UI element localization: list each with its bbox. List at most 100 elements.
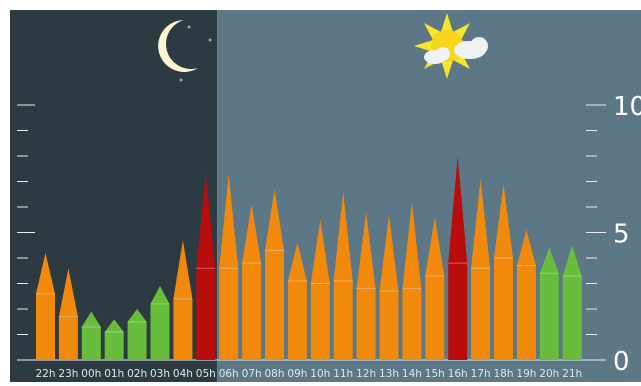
- bar-20h: [539, 247, 559, 360]
- bar-peak: [196, 173, 216, 269]
- bar-body: [310, 283, 330, 360]
- bar-04h: [173, 240, 193, 360]
- hour-label: 04h: [173, 368, 193, 380]
- hour-label: 06h: [219, 368, 239, 380]
- bar-14h: [402, 201, 422, 360]
- bar-12h: [356, 212, 376, 360]
- bar-13h: [379, 214, 399, 360]
- bar-body: [287, 280, 307, 360]
- bar-peak: [81, 311, 101, 327]
- hour-label: 09h: [287, 368, 307, 380]
- hour-label: 12h: [356, 368, 376, 380]
- bar-11h: [333, 191, 353, 360]
- bar-08h: [265, 189, 284, 360]
- hour-label: 19h: [516, 368, 536, 380]
- hour-labels: 22h 23h 00h 01h 02h 03h 04h 05h 06h 07h 08h 09h 10h 1…: [35, 368, 582, 380]
- bar-body: [425, 275, 445, 360]
- bar-15h: [425, 217, 445, 360]
- bar-02h: [127, 309, 147, 360]
- bar-21h: [562, 245, 582, 360]
- bar-body: [81, 326, 101, 360]
- bar-body: [58, 316, 78, 360]
- bar-body: [219, 268, 239, 360]
- bar-peak: [310, 219, 330, 284]
- bar-body: [516, 265, 536, 360]
- bar-peak: [494, 184, 513, 258]
- bar-body: [562, 275, 582, 360]
- bar-peak: [173, 240, 193, 299]
- bar-10h: [310, 219, 330, 360]
- bar-23h: [58, 268, 78, 360]
- hour-label: 20h: [539, 368, 559, 380]
- hour-label: 14h: [402, 368, 422, 380]
- bar-peak: [356, 212, 376, 289]
- bar-body: [196, 268, 216, 360]
- hour-label: 23h: [58, 368, 78, 380]
- bar-09h: [287, 242, 307, 360]
- bar-07h: [242, 204, 262, 360]
- hour-label: 10h: [310, 368, 330, 380]
- bar-peak: [539, 247, 559, 274]
- y-tick-label: 0: [613, 347, 630, 377]
- bar-peak: [402, 201, 422, 289]
- bar-peak: [104, 319, 124, 332]
- bar-peak: [127, 309, 147, 322]
- hour-label: 17h: [471, 368, 491, 380]
- right-tick-axis: 0 5 10: [586, 92, 641, 377]
- bar-body: [173, 298, 193, 360]
- hour-label: 15h: [425, 368, 445, 380]
- bar-peak: [287, 242, 307, 281]
- bar-body: [356, 288, 376, 360]
- bar-peak: [150, 286, 170, 304]
- hour-label: 01h: [104, 368, 124, 380]
- bar-body: [150, 303, 170, 360]
- bar-series: [36, 156, 582, 360]
- hour-label: 03h: [150, 368, 170, 380]
- bar-peak: [516, 229, 536, 266]
- bar-body: [539, 273, 559, 360]
- bar-peak: [219, 173, 239, 269]
- hour-label: 11h: [333, 368, 353, 380]
- bar-05h: [196, 173, 216, 360]
- hour-label: 21h: [562, 368, 582, 380]
- moon-icon: [158, 20, 212, 82]
- y-tick-label: 10: [613, 92, 641, 122]
- hour-label: 07h: [242, 368, 262, 380]
- bar-peak: [471, 178, 491, 269]
- bar-body: [402, 288, 422, 360]
- bar-01h: [104, 319, 124, 360]
- y-tick-label: 5: [613, 220, 630, 250]
- hour-label: 02h: [127, 368, 147, 380]
- bar-peak: [448, 156, 468, 264]
- bar-peak: [58, 268, 78, 317]
- bar-peak: [242, 204, 262, 264]
- bar-16h: [448, 156, 468, 360]
- bar-body: [448, 263, 468, 360]
- bar-17h: [471, 178, 491, 360]
- bar-22h: [36, 252, 55, 360]
- bar-body: [104, 331, 124, 360]
- bar-peak: [425, 217, 445, 276]
- bar-peak: [36, 252, 55, 294]
- bar-body: [471, 268, 491, 360]
- hour-label: 08h: [264, 368, 284, 380]
- bar-18h: [494, 184, 513, 360]
- hour-label: 13h: [379, 368, 399, 380]
- bar-body: [242, 263, 262, 360]
- bar-body: [494, 258, 513, 360]
- bar-peak: [562, 245, 582, 276]
- bar-00h: [81, 311, 101, 360]
- bar-body: [333, 280, 353, 360]
- sun-cloud-icon: [414, 13, 488, 79]
- hour-label: 16h: [448, 368, 468, 380]
- bar-peak: [265, 189, 284, 251]
- hour-label: 18h: [493, 368, 513, 380]
- bar-body: [36, 293, 55, 360]
- hour-label: 05h: [196, 368, 216, 380]
- bar-body: [379, 291, 399, 360]
- bar-body: [127, 321, 147, 360]
- hour-label: 00h: [81, 368, 101, 380]
- bar-03h: [150, 286, 170, 360]
